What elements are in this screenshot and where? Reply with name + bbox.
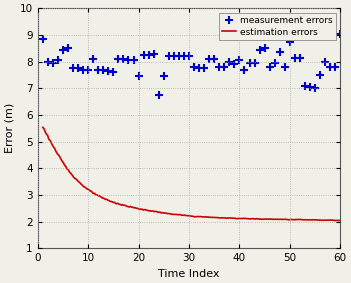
measurement errors	[116, 57, 120, 61]
measurement errors	[141, 53, 146, 57]
X-axis label: Time Index: Time Index	[158, 269, 220, 279]
estimation errors	[217, 216, 221, 219]
measurement errors	[91, 57, 95, 61]
Y-axis label: Error (m): Error (m)	[4, 103, 14, 153]
estimation errors	[291, 218, 296, 221]
Line: measurement errors: measurement errors	[39, 29, 344, 99]
estimation errors	[41, 126, 45, 129]
measurement errors	[338, 32, 342, 35]
estimation errors	[336, 219, 340, 222]
Line: estimation errors: estimation errors	[43, 127, 340, 220]
measurement errors	[41, 37, 45, 40]
estimation errors	[310, 218, 314, 222]
estimation errors	[223, 216, 227, 220]
measurement errors	[137, 74, 141, 78]
Legend: measurement errors, estimation errors: measurement errors, estimation errors	[219, 13, 336, 40]
estimation errors	[218, 216, 222, 220]
measurement errors	[126, 59, 131, 62]
estimation errors	[338, 219, 342, 222]
measurement errors	[232, 63, 237, 66]
estimation errors	[42, 127, 46, 130]
measurement errors	[157, 93, 161, 97]
